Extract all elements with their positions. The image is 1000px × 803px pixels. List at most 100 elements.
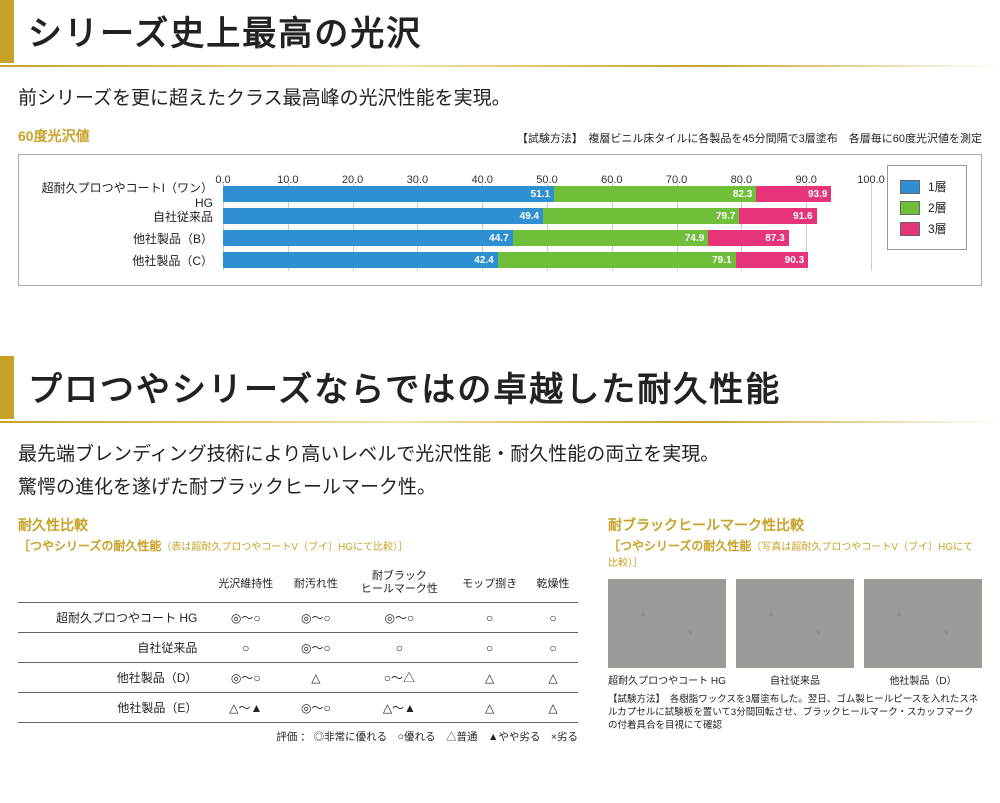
table-col-header: モップ捌き xyxy=(451,564,528,603)
table-cell: ○ xyxy=(451,633,528,663)
heel-sample-label: 他社製品（D） xyxy=(864,672,982,687)
table-legend: 評価 ： ◎非常に優れる ○優れる △普通 ▲やや劣る ×劣る xyxy=(18,729,578,744)
bar-row-label: 他社製品（C） xyxy=(33,252,223,269)
table-cell: △ xyxy=(451,663,528,693)
chart-legend: 1層 2層 3層 xyxy=(887,165,967,250)
headline-2-text: プロつやシリーズならではの卓越した耐久性能 xyxy=(28,356,781,419)
bar-row-label: 他社製品（B） xyxy=(33,230,223,247)
table-subtitle-main: ［つやシリーズの耐久性能 xyxy=(18,539,161,553)
legend-item: 1層 xyxy=(900,178,954,195)
legend-label: 1層 xyxy=(928,178,947,195)
heel-sample-label: 超耐久プロつやコート HG xyxy=(608,672,726,687)
table-subtitle-note: （表は超耐久プロつやコートV（ブイ）HGにて比較）］ xyxy=(161,542,408,553)
subhead-2a: 最先端ブレンディング技術により高いレベルで光沢性能・耐久性能の両立を実現。 xyxy=(18,439,1000,466)
table-row-label: 自社従来品 xyxy=(18,633,207,663)
table-cell: △ xyxy=(528,663,578,693)
bar-row-label: 超耐久プロつやコートI（ワン）HG xyxy=(33,179,223,210)
chart-method: 【試験方法】 複層ビニル床タイルに各製品を45分間隔で3層塗布 各層毎に60度光… xyxy=(517,130,982,146)
gold-rule-1 xyxy=(0,65,1000,67)
heel-subtitle-main: ［つやシリーズの耐久性能 xyxy=(608,539,751,553)
table-cell: △ xyxy=(528,693,578,723)
durability-row: 耐久性比較 ［つやシリーズの耐久性能（表は超耐久プロつやコートV（ブイ）HGにて… xyxy=(18,515,982,744)
table-col-header: 耐ブラックヒールマーク性 xyxy=(348,564,452,603)
bar-segment: 51.1 xyxy=(223,186,554,202)
gold-rule-2 xyxy=(0,421,1000,423)
chart-title: 60度光沢値 xyxy=(18,126,90,146)
section-durability: プロつやシリーズならではの卓越した耐久性能 最先端ブレンディング技術により高いレ… xyxy=(0,356,1000,744)
chart-main: 0.010.020.030.040.050.060.070.080.090.01… xyxy=(33,165,871,271)
table-row-label: 超耐久プロつやコート HG xyxy=(18,603,207,633)
table-cell: ○～△ xyxy=(348,663,452,693)
heel-sample: 超耐久プロつやコート HG xyxy=(608,579,726,687)
heel-subtitle: ［つやシリーズの耐久性能（写真は超耐久プロつやコートV（ブイ）HGにて比較）］ xyxy=(608,537,982,569)
heel-method: 【試験方法】 各樹脂ワックスを3層塗布した。翌日、ゴム製ヒールピースを入れたスネ… xyxy=(608,693,982,733)
heel-samples: 超耐久プロつやコート HG 自社従来品他社製品（D） xyxy=(608,579,982,687)
table-row: 他社製品（E）△～▲◎～○△～▲△△ xyxy=(18,693,578,723)
chart-frame: 0.010.020.030.040.050.060.070.080.090.01… xyxy=(18,154,982,286)
durability-table-col: 耐久性比較 ［つやシリーズの耐久性能（表は超耐久プロつやコートV（ブイ）HGにて… xyxy=(18,515,578,744)
table-cell: △～▲ xyxy=(348,693,452,723)
table-cell: ◎～○ xyxy=(348,603,452,633)
table-col-header: 乾燥性 xyxy=(528,564,578,603)
table-row: 他社製品（D）◎～○△○～△△△ xyxy=(18,663,578,693)
legend-swatch xyxy=(900,180,920,194)
heel-sample-swatch xyxy=(608,579,726,668)
table-cell: ◎～○ xyxy=(284,603,347,633)
heel-sample-label: 自社従来品 xyxy=(736,672,854,687)
table-cell: ○ xyxy=(528,603,578,633)
bar-track: 93.982.351.1 xyxy=(223,186,871,202)
bar-track: 91.679.749.4 xyxy=(223,208,871,224)
table-cell: ◎～○ xyxy=(207,663,284,693)
heel-sample: 自社従来品 xyxy=(736,579,854,687)
heel-title: 耐ブラックヒールマーク性比較 xyxy=(608,515,982,535)
headline-2: プロつやシリーズならではの卓越した耐久性能 xyxy=(0,356,1000,419)
heel-col: 耐ブラックヒールマーク性比較 ［つやシリーズの耐久性能（写真は超耐久プロつやコー… xyxy=(608,515,982,732)
headline-accent-bar xyxy=(0,0,14,63)
headline-accent-bar xyxy=(0,356,14,419)
bar-row: 他社製品（B）87.374.944.7 xyxy=(33,227,871,249)
table-row-label: 他社製品（E） xyxy=(18,693,207,723)
table-cell: △～▲ xyxy=(207,693,284,723)
table-col-header: 光沢維持性 xyxy=(207,564,284,603)
subhead-2b: 驚愕の進化を遂げた耐ブラックヒールマーク性。 xyxy=(18,472,1000,499)
table-cell: ○ xyxy=(348,633,452,663)
heel-sample-swatch xyxy=(736,579,854,668)
table-subtitle: ［つやシリーズの耐久性能（表は超耐久プロつやコートV（ブイ）HGにて比較）］ xyxy=(18,537,578,554)
bar-row: 自社従来品91.679.749.4 xyxy=(33,205,871,227)
table-cell: △ xyxy=(451,693,528,723)
bar-segment: 42.4 xyxy=(223,252,498,268)
heel-sample-swatch xyxy=(864,579,982,668)
bar-track: 90.379.142.4 xyxy=(223,252,871,268)
heel-sample: 他社製品（D） xyxy=(864,579,982,687)
durability-table: 光沢維持性耐汚れ性耐ブラックヒールマーク性モップ捌き乾燥性超耐久プロつやコート … xyxy=(18,564,578,723)
table-col-header: 耐汚れ性 xyxy=(284,564,347,603)
table-cell: ◎～○ xyxy=(284,633,347,663)
bar-segment: 44.7 xyxy=(223,230,513,246)
gloss-chart-block: 60度光沢値 【試験方法】 複層ビニル床タイルに各製品を45分間隔で3層塗布 各… xyxy=(18,126,982,286)
bar-row-label: 自社従来品 xyxy=(33,208,223,225)
subhead-1: 前シリーズを更に超えたクラス最高峰の光沢性能を実現。 xyxy=(18,83,1000,110)
legend-label: 2層 xyxy=(928,199,947,216)
table-title: 耐久性比較 xyxy=(18,515,578,535)
table-cell: ○ xyxy=(451,603,528,633)
chart-header: 60度光沢値 【試験方法】 複層ビニル床タイルに各製品を45分間隔で3層塗布 各… xyxy=(18,126,982,146)
bar-row: 超耐久プロつやコートI（ワン）HG93.982.351.1 xyxy=(33,183,871,205)
bar-row: 他社製品（C）90.379.142.4 xyxy=(33,249,871,271)
table-cell: ○ xyxy=(207,633,284,663)
table-row: 超耐久プロつやコート HG◎～○◎～○◎～○○○ xyxy=(18,603,578,633)
legend-label: 3層 xyxy=(928,220,947,237)
section-gloss: シリーズ史上最高の光沢 前シリーズを更に超えたクラス最高峰の光沢性能を実現。 6… xyxy=(0,0,1000,286)
legend-item: 3層 xyxy=(900,220,954,237)
table-cell: ○ xyxy=(528,633,578,663)
legend-swatch xyxy=(900,201,920,215)
table-row-label: 他社製品（D） xyxy=(18,663,207,693)
table-cell: △ xyxy=(284,663,347,693)
headline-1: シリーズ史上最高の光沢 xyxy=(0,0,1000,63)
bar-track: 87.374.944.7 xyxy=(223,230,871,246)
table-cell: ◎～○ xyxy=(284,693,347,723)
legend-item: 2層 xyxy=(900,199,954,216)
table-header-row: 光沢維持性耐汚れ性耐ブラックヒールマーク性モップ捌き乾燥性 xyxy=(18,564,578,603)
bar-segment: 49.4 xyxy=(223,208,543,224)
legend-swatch xyxy=(900,222,920,236)
headline-1-text: シリーズ史上最高の光沢 xyxy=(28,0,422,63)
